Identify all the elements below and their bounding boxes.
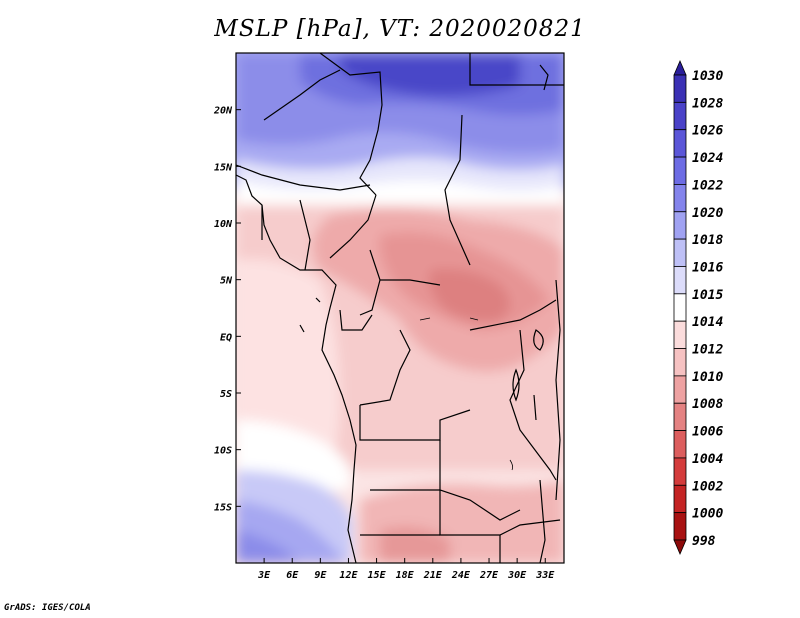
- colorbar-swatch: [673, 402, 687, 431]
- colorbar-swatch: [673, 430, 687, 459]
- colorbar-label: 1010: [692, 370, 723, 385]
- colorbar: 1030 1028 1026 1024 1022 1020 1018 1016 1015 1014…: [673, 59, 723, 556]
- colorbar-swatch: [673, 457, 687, 486]
- colorbar-label: 1000: [692, 507, 723, 522]
- colorbar-label: 1024: [692, 151, 723, 166]
- colorbar-swatch: [673, 348, 687, 377]
- colorbar-label: 1014: [692, 315, 723, 330]
- x-tick-label: 18E: [396, 570, 415, 581]
- colorbar-label: 1018: [692, 233, 723, 248]
- y-tick-label: 15S: [214, 502, 232, 513]
- y-tick-label: 10N: [214, 219, 233, 230]
- x-tick-label: 3E: [257, 570, 271, 581]
- y-tick-label: 20N: [213, 106, 233, 117]
- colorbar-swatch: [673, 184, 687, 213]
- colorbar-label: 1020: [692, 206, 723, 221]
- pressure-field: [236, 53, 564, 563]
- y-axis: 20N 15N 10N 5N EQ 5S 10S 15S: [213, 106, 241, 513]
- x-tick-label: 12E: [339, 570, 358, 581]
- colorbar-swatch: [673, 211, 687, 240]
- colorbar-swatch: [673, 512, 687, 541]
- colorbar-swatch: [673, 266, 687, 295]
- y-tick-label: 5N: [220, 276, 233, 287]
- y-tick-label: 5S: [220, 389, 232, 400]
- colorbar-swatch: [673, 129, 687, 158]
- y-tick-label: EQ: [220, 332, 232, 343]
- colorbar-label: 1022: [692, 178, 723, 193]
- colorbar-label: 1006: [692, 425, 723, 440]
- colorbar-label: 1028: [692, 96, 723, 111]
- colorbar-label: 1030: [692, 69, 723, 84]
- y-tick-label: 15N: [214, 162, 233, 173]
- colorbar-label: 998: [692, 534, 716, 549]
- colorbar-swatch: [673, 484, 687, 514]
- x-tick-label: 24E: [451, 570, 471, 581]
- colorbar-label: 1012: [692, 343, 723, 358]
- colorbar-label: 1026: [692, 124, 723, 139]
- x-tick-label: 15E: [368, 570, 387, 581]
- x-tick-label: 27E: [479, 570, 499, 581]
- x-tick-label: 21E: [423, 570, 443, 581]
- colorbar-swatch: [673, 101, 687, 131]
- colorbar-label: 1015: [692, 288, 723, 303]
- colorbar-swatch: [673, 156, 687, 185]
- colorbar-swatch: [673, 320, 687, 349]
- footer-credit: GrADS: IGES/COLA: [4, 603, 91, 613]
- map-frame: [235, 52, 565, 564]
- colorbar-swatch: [673, 238, 687, 267]
- y-tick-label: 10S: [214, 446, 232, 457]
- colorbar-swatch: [673, 74, 687, 103]
- x-tick-label: 30E: [507, 570, 527, 581]
- coastlines-borders: [236, 53, 564, 563]
- colorbar-label: 1004: [692, 452, 723, 467]
- x-axis: 3E 6E 9E 12E 15E 18E 21E 24E 27E 30E 33E: [257, 558, 555, 581]
- colorbar-swatch: [673, 293, 687, 322]
- colorbar-label: 1008: [692, 397, 723, 412]
- plot-title: MSLP [hPa], VT: 2020020821: [214, 16, 586, 42]
- colorbar-bottom-arrow: [673, 539, 687, 556]
- colorbar-label: 1016: [692, 260, 723, 275]
- colorbar-label: 1002: [692, 479, 723, 494]
- x-tick-label: 6E: [286, 570, 299, 581]
- x-tick-label: 33E: [535, 570, 555, 581]
- colorbar-top-arrow: [673, 59, 687, 76]
- x-tick-label: 9E: [314, 570, 327, 581]
- colorbar-swatch: [673, 375, 687, 404]
